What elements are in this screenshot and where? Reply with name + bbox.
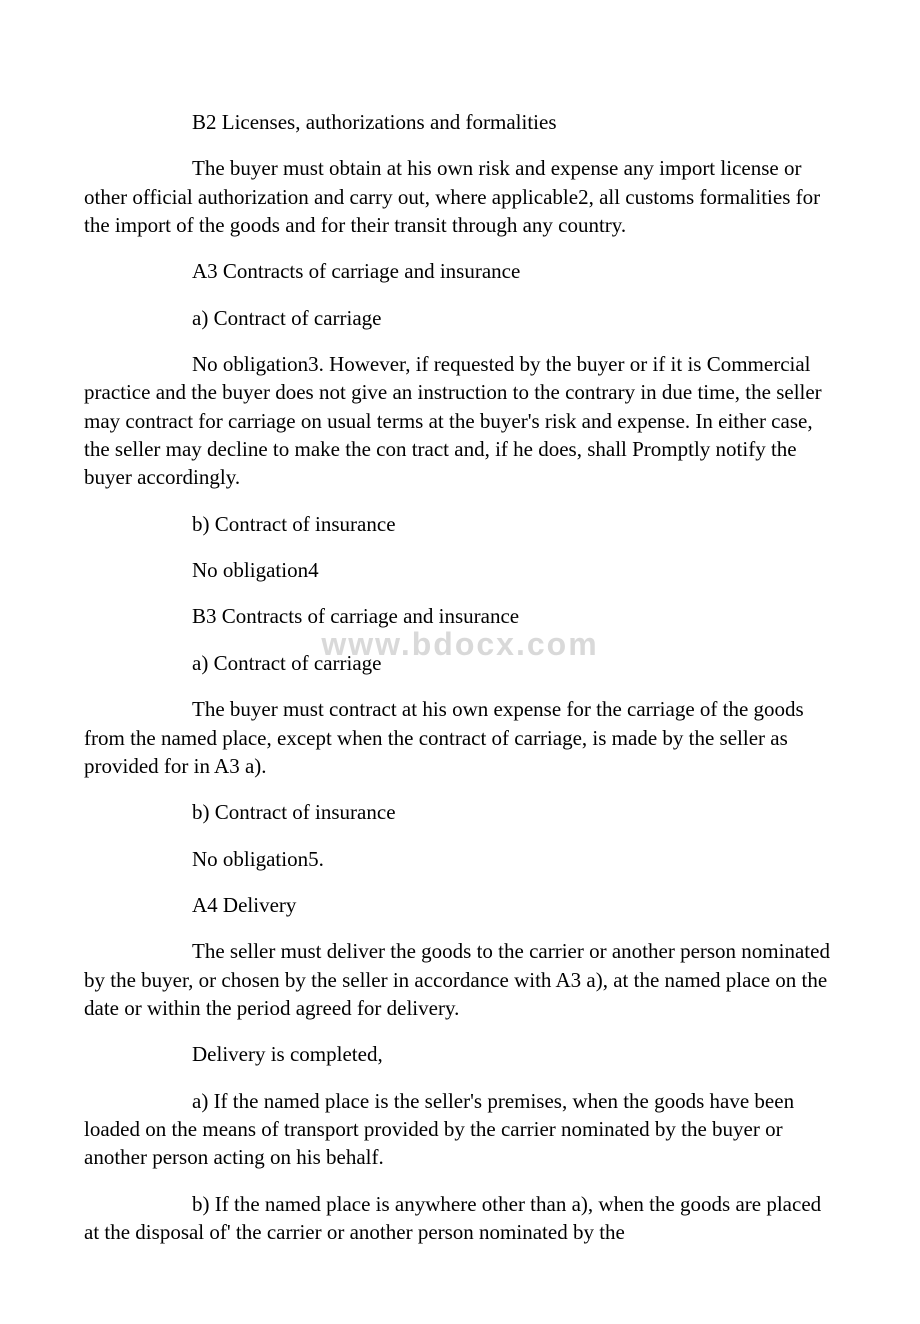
paragraph-b2-body: The buyer must obtain at his own risk an…: [84, 154, 836, 239]
section-heading-b2: B2 Licenses, authorizations and formalit…: [84, 108, 836, 136]
paragraph-a4-body: The seller must deliver the goods to the…: [84, 937, 836, 1022]
paragraph-delivery-completed: Delivery is completed,: [84, 1040, 836, 1068]
paragraph-a4-a: a) If the named place is the seller's pr…: [84, 1087, 836, 1172]
paragraph-a3-b-heading: b) Contract of insurance: [84, 510, 836, 538]
paragraph-a3-b-body: No obligation4: [84, 556, 836, 584]
paragraph-b3-b-heading: b) Contract of insurance: [84, 798, 836, 826]
section-heading-a4: A4 Delivery: [84, 891, 836, 919]
paragraph-a3-a-heading: a) Contract of carriage: [84, 304, 836, 332]
paragraph-b3-b-body: No obligation5.: [84, 845, 836, 873]
paragraph-a3-a-body: No obligation3. However, if requested by…: [84, 350, 836, 492]
paragraph-a4-b: b) If the named place is anywhere other …: [84, 1190, 836, 1247]
section-heading-b3: B3 Contracts of carriage and insurance: [84, 602, 836, 630]
section-heading-a3: A3 Contracts of carriage and insurance: [84, 257, 836, 285]
paragraph-b3-a-heading: a) Contract of carriage: [84, 649, 836, 677]
paragraph-b3-a-body: The buyer must contract at his own expen…: [84, 695, 836, 780]
